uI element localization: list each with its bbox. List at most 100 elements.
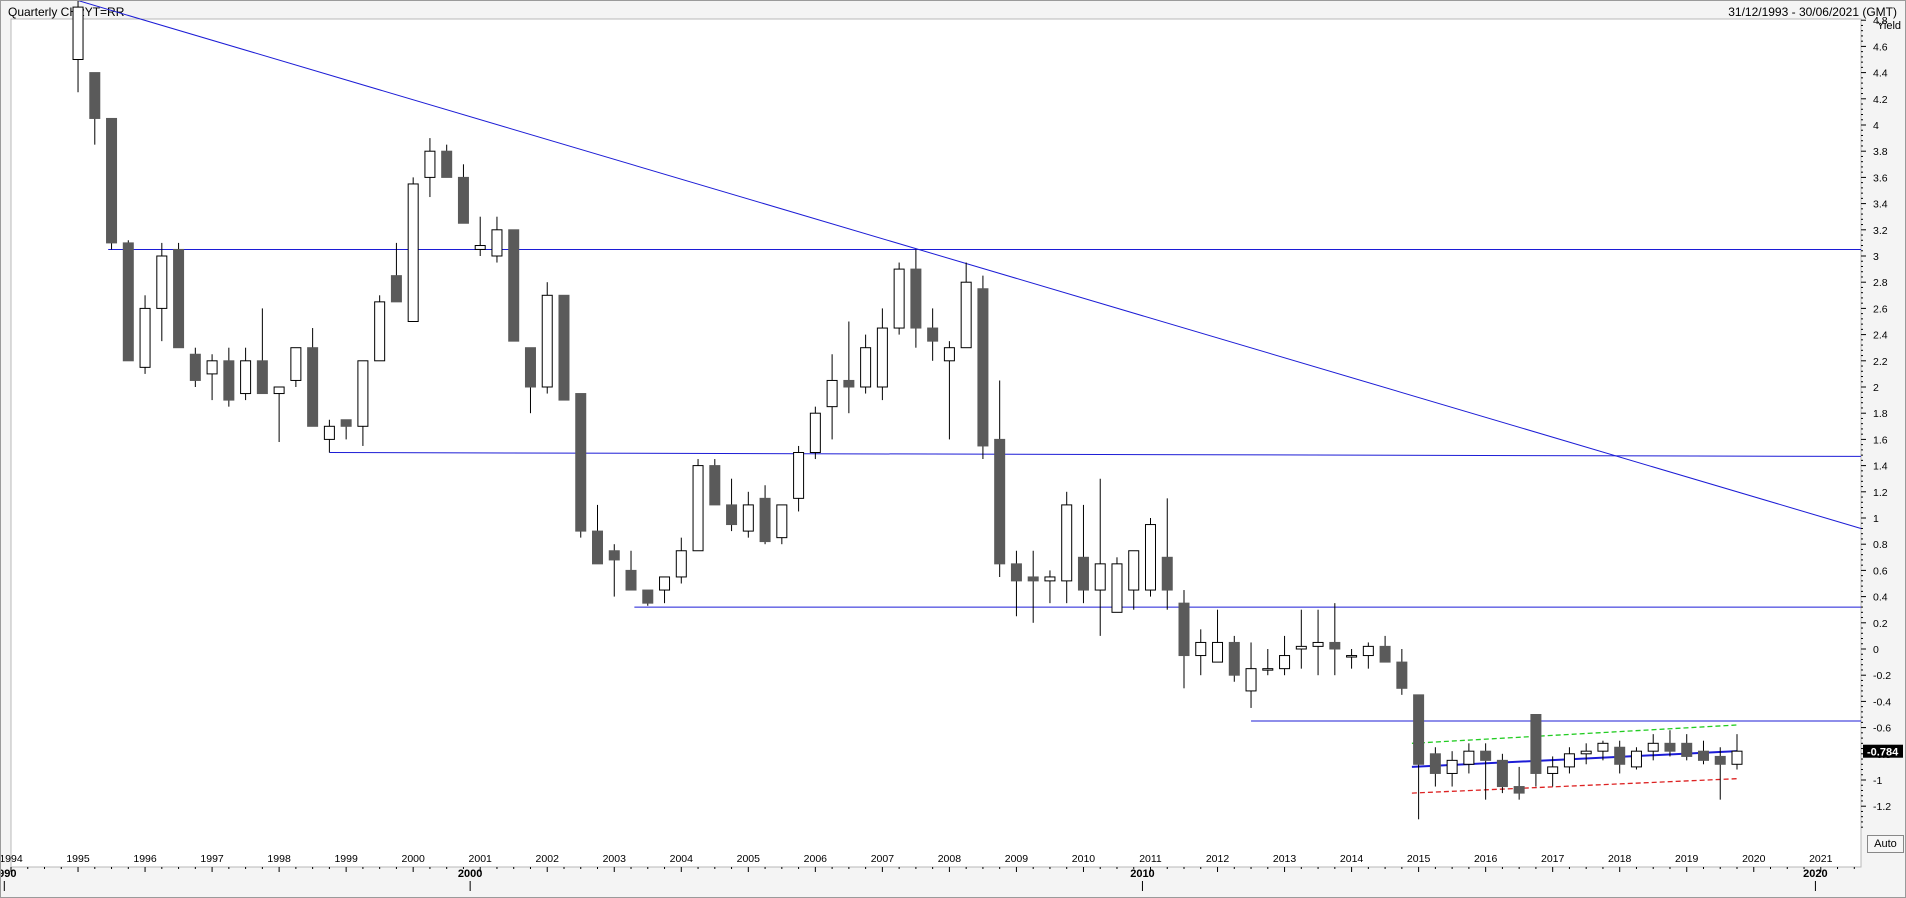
candle-47 [860,334,872,394]
candle-body [1362,645,1374,657]
candle-body [1480,750,1492,761]
candle-body [1681,742,1693,757]
x-tick-label-15: 2009 [1005,853,1029,865]
candle-91 [1597,740,1609,761]
candle-body [1530,714,1542,774]
candle-95 [1664,730,1676,757]
x-tick-label-2: 1996 [133,853,157,865]
candle-body [323,425,335,440]
candle-73 [1295,609,1307,669]
candle-23 [457,164,469,224]
y-tick-label-19: 1 [1873,513,1879,525]
candle-body [89,72,101,119]
candle-body [1044,576,1056,582]
candle-83 [1463,743,1475,774]
candle-75 [1329,603,1341,676]
candle-68 [1212,609,1224,663]
y-tick-label-18: 1.2 [1873,487,1888,499]
candle-body [1731,750,1743,765]
candle-body [977,288,989,447]
candle-body [374,301,386,362]
candle-46 [843,321,855,414]
x-axis: 1994 1995 1996 1997 1998 1999 2000 2001 2002 2003… [1,853,1855,891]
candle-body [340,419,352,427]
candle-15 [323,419,335,453]
candle-body [189,353,201,381]
y-tick-label-10: 2.8 [1873,277,1888,289]
y-tick-label-1: 4.6 [1873,41,1888,53]
x-tick-label-19: 2013 [1273,853,1297,865]
candle-35 [659,576,671,604]
candle-body [1195,641,1207,657]
y-tick-label-5: 3.8 [1873,146,1888,158]
x-tick-label-10: 2004 [670,853,694,865]
candle-body [1580,750,1592,755]
y-tick-label-24: 0 [1873,644,1879,656]
x-tick-label-26: 2020 [1742,853,1766,865]
candle-body [1714,755,1726,765]
candle-24 [474,216,486,256]
last-value-label: -0.784 [1867,747,1899,759]
y-tick-label-17: 1.4 [1873,461,1888,473]
candle-64 [1144,518,1156,597]
y-tick-label-9: 3 [1873,251,1879,263]
y-tick-label-20: 0.8 [1873,539,1888,551]
candle-body [1061,504,1073,582]
candle-14 [307,328,319,427]
candle-body [1111,563,1123,613]
y-tick-label-25: -0.2 [1873,670,1891,682]
x-tick-label-5: 1999 [334,853,358,865]
y-tick-label-12: 2.4 [1873,330,1888,342]
candle-65 [1161,498,1173,610]
candle-10 [240,347,252,401]
trendline-0 [77,1,1862,529]
candle-body [1295,645,1307,650]
candle-67 [1195,629,1207,676]
candle-29 [558,294,570,401]
candle-body [240,360,252,395]
candle-44 [809,406,821,460]
candle-body [1496,759,1508,788]
candle-body [524,347,536,388]
candle-61 [1094,478,1106,636]
candle-body [558,294,570,401]
candle-body [1664,742,1676,752]
candle-81 [1429,747,1441,787]
candle-body [441,150,453,178]
candle-57 [1027,550,1039,623]
candle-6 [173,242,185,349]
x-tick-label-6: 2000 [401,853,425,865]
candle-body [508,229,520,342]
candle-89 [1563,747,1575,774]
candle-42 [776,504,788,545]
candle-33 [625,550,637,591]
candle-body [1647,742,1659,752]
y-tick-label-14: 2 [1873,382,1879,394]
y-tick-label-7: 3.4 [1873,199,1888,211]
candle-48 [876,308,888,401]
candle-body [424,150,436,178]
candle-21 [424,138,436,198]
candle-93 [1630,747,1642,770]
candle-body [860,347,872,388]
candle-88 [1547,756,1559,787]
candles [72,1,1743,820]
candle-36 [675,537,687,584]
y-tick-label-26: -0.4 [1873,696,1891,708]
candle-body [826,379,838,408]
x-tick-label-16: 2010 [1072,853,1096,865]
y-tick-label-11: 2.6 [1873,303,1888,315]
x-tick-label-1: 1995 [66,853,90,865]
candle-58 [1044,570,1056,604]
candle-84 [1480,743,1492,800]
candle-52 [943,341,955,440]
candle-body [256,360,268,395]
candle-body [1446,759,1458,774]
candle-53 [960,262,972,349]
candle-60 [1077,504,1089,604]
x-tick-label-13: 2007 [871,853,895,865]
auto-scale-button[interactable]: Auto [1867,835,1904,853]
candle-body [960,281,972,349]
candle-body [307,347,319,427]
